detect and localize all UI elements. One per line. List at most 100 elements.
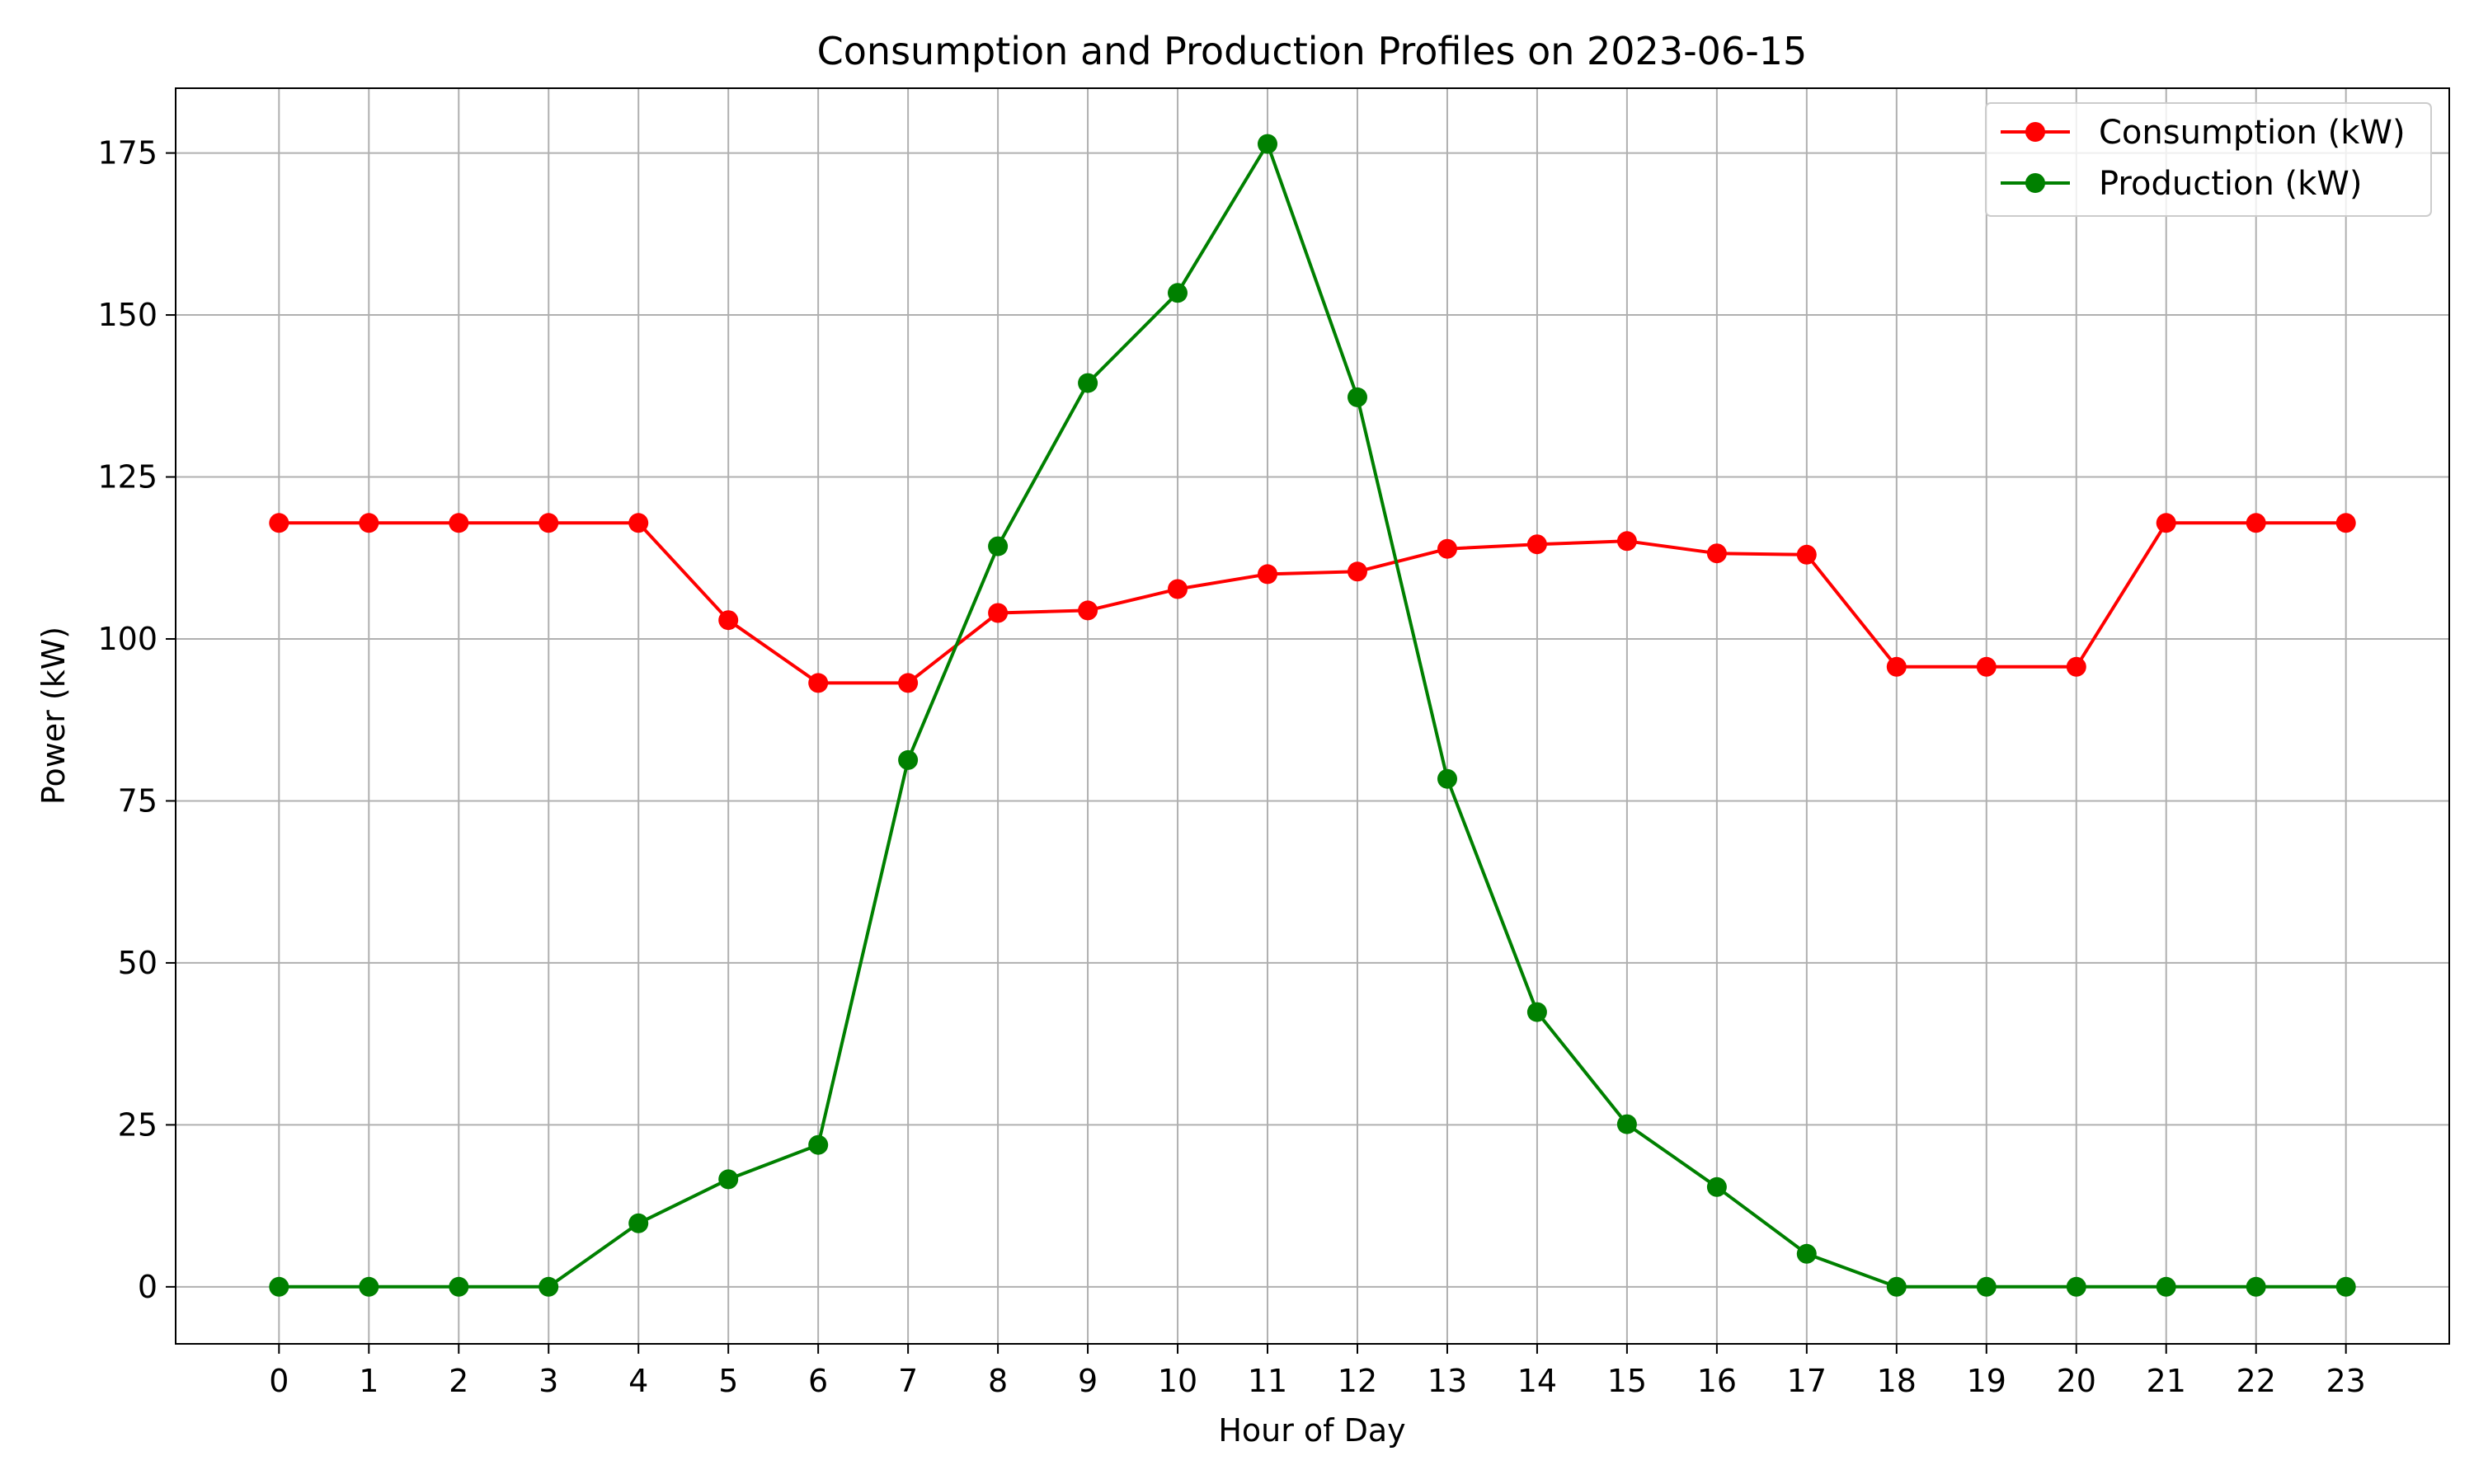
x-tick-label: 17 [1787,1363,1827,1399]
data-point-production [1168,283,1188,303]
x-tick-label: 3 [539,1363,558,1399]
data-point-production [628,1213,649,1233]
data-point-consumption [628,513,649,533]
data-point-production [449,1276,469,1297]
data-point-consumption [1258,564,1277,585]
x-tick-label: 6 [808,1363,828,1399]
data-point-production [1796,1243,1817,1264]
tick-marks [166,152,2347,1354]
x-tick-label: 9 [1078,1363,1098,1399]
x-tick-label: 7 [898,1363,918,1399]
data-point-consumption [988,603,1009,623]
y-tick-label: 50 [118,945,158,981]
x-tick-label: 1 [359,1363,379,1399]
legend-production-label: Production (kW) [2099,165,2362,203]
data-point-production [988,536,1009,556]
series-layer [269,134,2356,1297]
data-point-consumption [2246,513,2266,533]
legend-consumption-marker [2025,122,2045,142]
data-point-consumption [1976,656,1997,677]
data-point-consumption [449,513,469,533]
data-point-consumption [1168,579,1188,599]
data-point-production [1616,1114,1637,1134]
data-point-production [1886,1276,1907,1297]
x-tick-label: 22 [2236,1363,2276,1399]
data-point-production [539,1276,559,1297]
legend-box [1985,102,2432,217]
data-point-consumption [539,513,559,533]
x-tick-label: 14 [1517,1363,1557,1399]
legend-consumption-label: Consumption (kW) [2099,114,2406,152]
series-production [269,134,2356,1297]
data-point-production [1437,768,1457,789]
y-tick-label: 125 [97,459,158,495]
data-point-consumption [898,673,919,693]
data-point-production [2066,1276,2086,1297]
data-point-consumption [1348,561,1367,582]
grid-lines [176,88,2449,1344]
x-tick-label: 20 [2057,1363,2096,1399]
data-point-consumption [1796,544,1817,565]
data-point-production [1348,387,1367,407]
series-line-production [279,142,2346,1289]
x-tick-label: 16 [1697,1363,1737,1399]
x-tick-labels: 0 1 2 3 4 5 6 7 8 9 10 11 12 13 14 15 16 17 18 19 20 21 22 23 [269,1363,2366,1399]
y-tick-label: 150 [97,297,158,333]
data-point-consumption [1526,534,1547,555]
data-point-consumption [1078,600,1098,621]
x-tick-label: 23 [2326,1363,2366,1399]
x-tick-label: 0 [269,1363,289,1399]
data-point-consumption [2156,513,2176,533]
data-point-consumption [2335,513,2356,533]
data-point-production [2335,1276,2356,1297]
y-tick-label: 0 [138,1269,158,1305]
data-point-production [1078,373,1098,393]
x-tick-label: 5 [718,1363,738,1399]
data-point-production [808,1134,829,1155]
x-tick-label: 11 [1248,1363,1287,1399]
data-point-consumption [1706,543,1727,564]
data-point-production [1706,1176,1727,1197]
legend-production-marker [2025,173,2045,193]
series-line-consumption [279,521,2346,685]
chart-title: Consumption and Production Profiles on 2… [817,29,1808,73]
data-point-consumption [269,513,289,533]
y-tick-label: 75 [118,782,158,819]
legend: Consumption (kW) Production (kW) [1985,102,2432,217]
y-tick-label: 25 [118,1106,158,1143]
data-point-consumption [1616,531,1637,552]
data-point-production [2156,1276,2176,1297]
series-consumption [269,513,2356,693]
data-point-production [269,1276,289,1297]
x-tick-label: 10 [1158,1363,1197,1399]
data-point-consumption [1437,538,1457,559]
x-tick-label: 18 [1877,1363,1917,1399]
data-point-consumption [718,610,739,631]
data-point-consumption [359,513,379,533]
x-tick-label: 15 [1607,1363,1647,1399]
y-tick-labels: 0 25 50 75 100 125 150 175 [97,135,158,1305]
data-point-production [359,1276,379,1297]
data-point-production [2246,1276,2266,1297]
x-tick-label: 8 [988,1363,1008,1399]
plot-frame [175,87,2450,1345]
x-tick-label: 12 [1338,1363,1377,1399]
data-point-production [718,1169,739,1190]
data-point-consumption [2066,656,2086,677]
x-axis-label: Hour of Day [1218,1412,1405,1449]
x-tick-label: 21 [2147,1363,2186,1399]
data-point-consumption [1886,656,1907,677]
data-point-production [1526,1002,1547,1022]
x-tick-label: 19 [1967,1363,2006,1399]
x-tick-label: 13 [1427,1363,1467,1399]
y-tick-label: 100 [97,621,158,657]
y-axis-label: Power (kW) [35,627,72,805]
data-point-production [1258,134,1277,154]
x-tick-label: 2 [449,1363,468,1399]
data-point-consumption [808,673,829,693]
y-tick-label: 175 [97,135,158,171]
data-point-production [1976,1276,1997,1297]
